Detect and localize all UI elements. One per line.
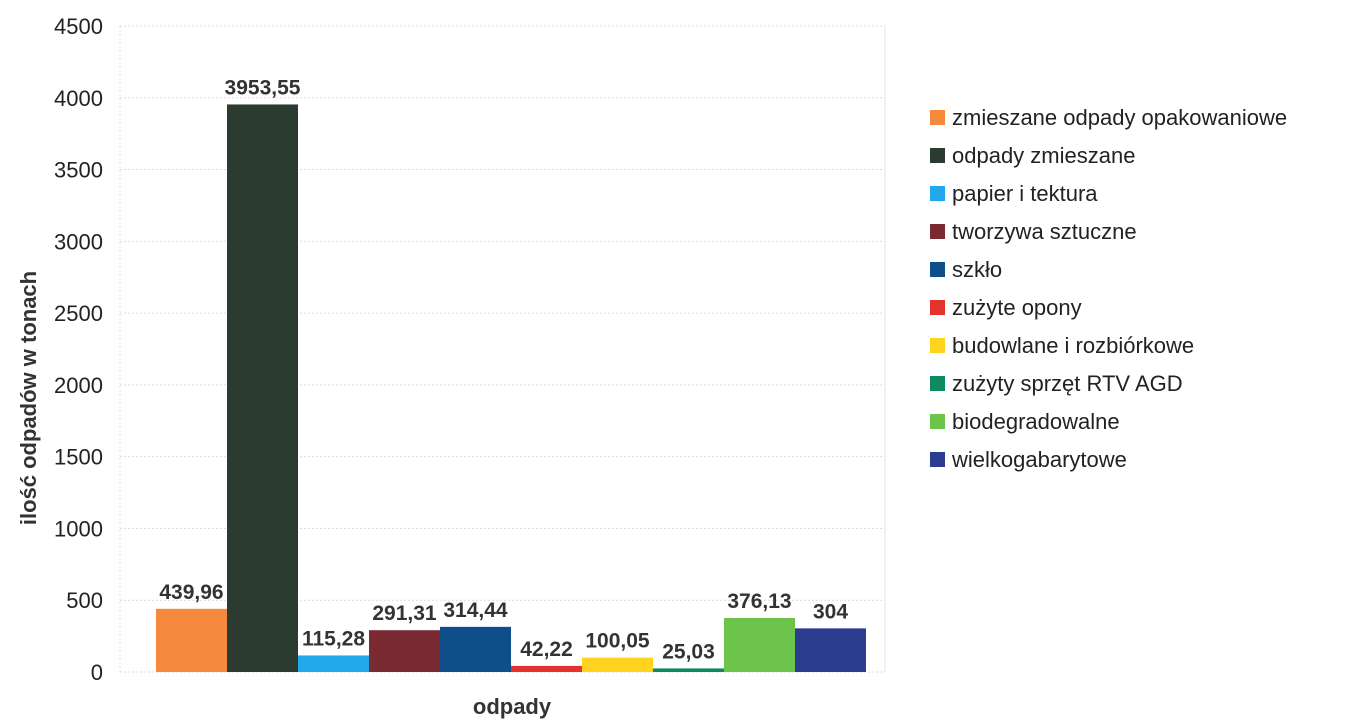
data-label: 304 [813,600,848,623]
y-tick-label: 2500 [54,301,103,326]
y-tick-label: 3000 [54,229,103,254]
legend-swatch [930,452,945,467]
bars [156,104,866,673]
legend-swatch [930,148,945,163]
legend-swatch [930,224,945,239]
bar [156,608,227,672]
data-label: 291,31 [372,602,437,625]
bar [369,630,440,672]
legend-label: zużyte opony [952,295,1082,320]
legend-label: wielkogabarytowe [951,447,1127,472]
bar [653,668,724,672]
y-tick-label: 0 [91,660,103,685]
y-axis-ticks: 0 500 1000 1500 2000 2500 3000 3500 4000 4500 [54,14,103,685]
legend-label: biodegradowalne [952,409,1120,434]
legend-swatch [930,262,945,277]
legend-label: budowlane i rozbiórkowe [952,333,1194,358]
data-label: 100,05 [585,630,650,653]
legend-label: odpady zmieszane [952,143,1135,168]
bar [582,657,653,672]
legend-label: zmieszane odpady opakowaniowe [952,105,1287,130]
y-tick-label: 1000 [54,516,103,541]
data-label: 376,13 [727,590,791,613]
legend-swatch [930,300,945,315]
data-label: 314,44 [443,599,508,622]
y-axis-title: ilość odpadów w tonach [16,271,41,525]
bar [298,655,369,672]
bar [724,618,795,672]
data-label: 25,03 [662,640,715,663]
x-axis-title: odpady [473,694,552,719]
y-tick-label: 4000 [54,86,103,111]
data-label: 439,96 [159,581,223,604]
legend-label: tworzywa sztuczne [952,219,1137,244]
data-labels: 439,96 3953,55 115,28 291,31 314,44 42,22 100,… [159,76,848,663]
legend-label: zużyty sprzęt RTV AGD [952,371,1183,396]
y-tick-label: 2000 [54,373,103,398]
legend-swatch [930,338,945,353]
data-label: 42,22 [520,638,573,661]
legend-swatch [930,414,945,429]
bar [511,665,582,672]
legend-label: szkło [952,257,1002,282]
y-tick-label: 500 [66,588,103,613]
bar [440,626,511,672]
data-label: 3953,55 [225,76,301,99]
bar [795,628,866,672]
legend-swatch [930,110,945,125]
legend-swatch [930,376,945,391]
legend-label: papier i tektura [952,181,1098,206]
legend-swatch [930,186,945,201]
y-tick-label: 1500 [54,445,103,470]
data-label: 115,28 [302,627,365,650]
y-tick-label: 3500 [54,158,103,183]
bar [227,104,298,673]
y-tick-label: 4500 [54,14,103,39]
legend: zmieszane odpady opakowaniowe odpady zmie… [930,105,1287,472]
